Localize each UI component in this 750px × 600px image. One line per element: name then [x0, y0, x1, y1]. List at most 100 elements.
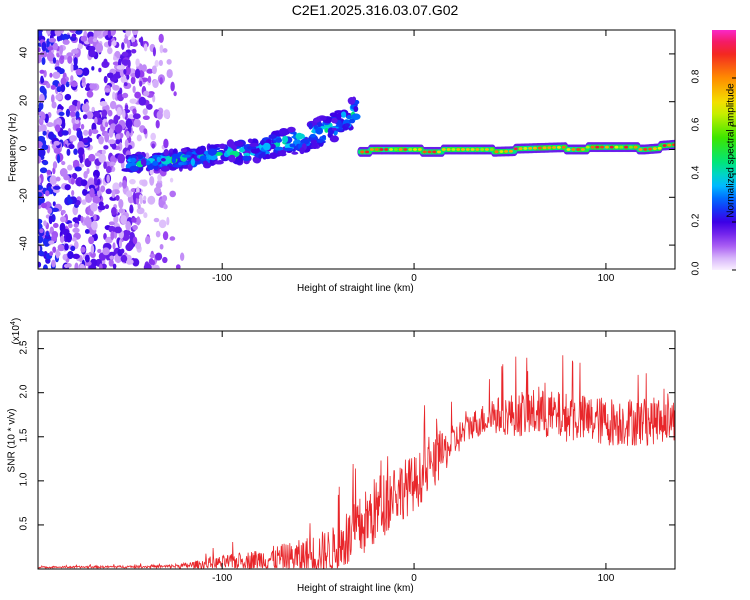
noise-blob [56, 153, 61, 164]
steady-tone-core [537, 146, 542, 150]
noise-blob [105, 165, 112, 174]
noise-blob [108, 128, 114, 138]
bottom-y-tick-label: 2.0 [18, 384, 30, 399]
noise-blob [121, 42, 125, 50]
noise-blob [147, 195, 156, 205]
dispersed-tone-blob [331, 127, 337, 131]
dispersed-tone-blob [309, 133, 317, 138]
colorbar-tick-label: 0.8 [690, 69, 702, 84]
noise-blob [153, 217, 160, 223]
top-x-tick-label: -100 [212, 273, 233, 284]
dispersed-tone-blob [319, 116, 327, 121]
steady-tone-core [672, 143, 675, 147]
noise-blob [127, 59, 131, 68]
noise-blob [113, 115, 119, 125]
noise-blob [68, 223, 73, 229]
noise-blob [64, 184, 71, 191]
noise-blob [38, 54, 42, 64]
noise-blob [60, 84, 66, 93]
noise-blob [74, 262, 79, 269]
dispersed-tone-blob [351, 113, 361, 120]
noise-blob [61, 130, 69, 136]
noise-blob [152, 46, 156, 57]
noise-blob [64, 93, 72, 101]
steady-tone-core [504, 150, 509, 153]
colorbar-label: Normalized spectral amplitude [725, 83, 737, 218]
steady-tone-core [451, 148, 456, 151]
noise-blob [38, 223, 43, 230]
noise-blob [149, 175, 155, 186]
noise-blob [70, 62, 74, 73]
noise-blob [158, 59, 163, 66]
bottom-y-axis-label: SNR (10 * v/v) [6, 408, 18, 473]
noise-blob [80, 246, 86, 253]
steady-tone-core [590, 145, 595, 149]
steady-tone-core [566, 148, 571, 151]
dispersed-tone-blob [214, 152, 223, 156]
noise-blob [119, 68, 125, 78]
noise-blob [121, 59, 130, 66]
noise-blob [51, 207, 60, 213]
dispersed-tone-blob [259, 139, 265, 146]
noise-blob [93, 175, 98, 185]
noise-blob [116, 65, 124, 70]
steady-tone-core [528, 146, 533, 150]
noise-blob [132, 258, 140, 267]
noise-blob [67, 55, 73, 64]
noise-blob [135, 58, 140, 67]
noise-blob [103, 58, 108, 66]
dispersed-tone-blob [163, 149, 169, 156]
noise-blob [125, 30, 132, 37]
noise-blob [42, 264, 48, 269]
noise-blob [126, 74, 130, 80]
noise-blob [108, 221, 116, 226]
noise-blob [103, 75, 108, 84]
noise-blob [73, 57, 78, 67]
noise-blob [88, 236, 95, 245]
steady-tone-core [619, 145, 624, 149]
dispersed-tone-blob [140, 158, 147, 166]
dispersed-tone-blob [269, 152, 278, 159]
dispersed-tone-blob [242, 155, 251, 162]
noise-blob [104, 121, 109, 128]
noise-blob [46, 52, 55, 62]
steady-tone-core [365, 150, 370, 154]
snr-series-line [38, 355, 675, 569]
steady-tone-core [369, 148, 374, 151]
noise-blob [123, 82, 128, 87]
noise-blob [120, 254, 128, 263]
noise-blob [124, 139, 129, 148]
steady-tone-core [389, 148, 394, 151]
noise-blob [89, 187, 95, 198]
noise-blob [59, 45, 64, 55]
noise-blob [175, 264, 181, 269]
dispersed-tone-blob [262, 142, 271, 151]
noise-blob [157, 174, 162, 182]
noise-blob [129, 98, 138, 104]
noise-blob [93, 30, 98, 40]
steady-tone-core [652, 147, 657, 151]
dispersed-tone-blob [353, 105, 359, 112]
noise-blob [139, 80, 143, 87]
noise-blob [98, 135, 104, 145]
noise-blob [101, 109, 108, 118]
noise-blob [69, 110, 77, 117]
noise-blob [125, 130, 130, 139]
noise-blob [136, 134, 142, 142]
noise-blob [143, 128, 148, 135]
noise-blob [66, 52, 74, 57]
noise-blob [107, 30, 112, 38]
noise-blob [88, 128, 93, 137]
noise-blob [136, 207, 145, 215]
dispersed-tone-blob [214, 160, 224, 165]
dispersed-tone-blob [160, 157, 166, 162]
noise-blob [113, 222, 120, 228]
dispersed-tone-blob [316, 138, 324, 144]
noise-blob [77, 147, 85, 156]
noise-blob [61, 161, 66, 166]
noise-blob [80, 123, 85, 130]
noise-blob [103, 232, 107, 240]
noise-blob [74, 166, 82, 172]
dispersed-tone-blob [258, 153, 263, 160]
noise-blob [71, 33, 77, 38]
